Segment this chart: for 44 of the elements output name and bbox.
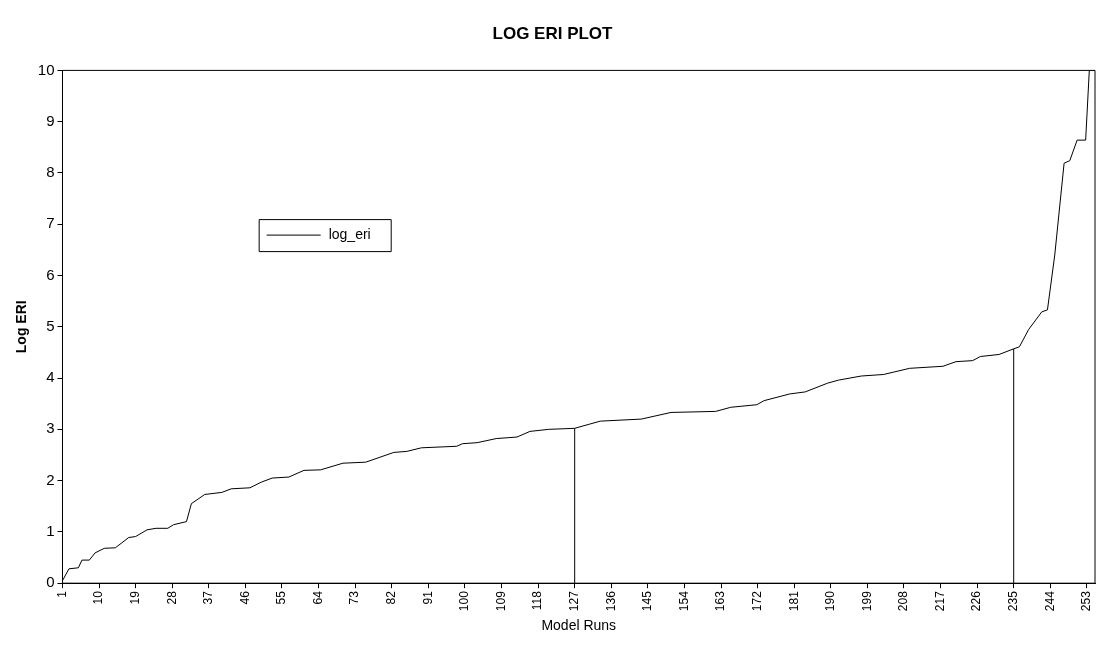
x-tick-label: 208: [896, 590, 911, 612]
x-tick-label: 226: [969, 590, 984, 612]
y-tick-label: 2: [46, 470, 55, 488]
y-tick-label: 8: [46, 163, 55, 181]
x-tick-label: 154: [676, 590, 691, 612]
x-tick-label: 253: [1079, 590, 1094, 612]
x-tick-label: 118: [530, 590, 545, 611]
x-tick-label: 127: [566, 590, 581, 612]
x-tick-label: 46: [237, 590, 252, 605]
x-tick-label: 163: [713, 590, 728, 612]
x-tick-label: 64: [310, 590, 325, 605]
x-tick-label: 145: [640, 590, 655, 612]
x-tick-label: 1: [54, 590, 69, 598]
x-tick-label: 91: [420, 590, 435, 605]
x-axis-title: Model Runs: [541, 617, 617, 634]
x-tick-label: 28: [164, 590, 179, 605]
x-tick-label: 235: [1006, 590, 1021, 612]
y-tick-label: 4: [46, 368, 55, 386]
x-tick-label: 109: [493, 590, 508, 612]
x-tick-label: 136: [603, 590, 618, 612]
x-tick-label: 244: [1042, 590, 1057, 612]
x-tick-label: 199: [859, 590, 874, 612]
x-tick-label: 190: [823, 590, 838, 612]
x-tick-label: 181: [786, 590, 801, 612]
legend-label: log_eri: [328, 225, 371, 242]
x-tick-label: 82: [384, 590, 399, 605]
y-tick-label: 10: [37, 60, 55, 78]
x-tick-label: 37: [201, 590, 216, 605]
x-tick-label: 172: [749, 590, 764, 612]
y-tick-label: 3: [46, 419, 55, 437]
y-tick-label: 5: [46, 316, 55, 334]
x-tick-label: 19: [127, 590, 142, 605]
y-tick-label: 1: [46, 522, 55, 540]
chart-title: LOG ERI PLOT: [492, 23, 614, 43]
x-tick-label: 217: [932, 590, 947, 612]
x-tick-label: 10: [91, 590, 106, 605]
y-axis-title: Log ERI: [13, 300, 30, 354]
y-tick-label: 6: [46, 265, 55, 283]
x-tick-label: 55: [274, 590, 289, 605]
x-tick-label: 100: [457, 590, 472, 612]
y-tick-label: 9: [46, 111, 55, 129]
x-tick-label: 73: [347, 590, 362, 605]
y-tick-label: 0: [46, 573, 55, 591]
y-tick-label: 7: [46, 214, 55, 232]
